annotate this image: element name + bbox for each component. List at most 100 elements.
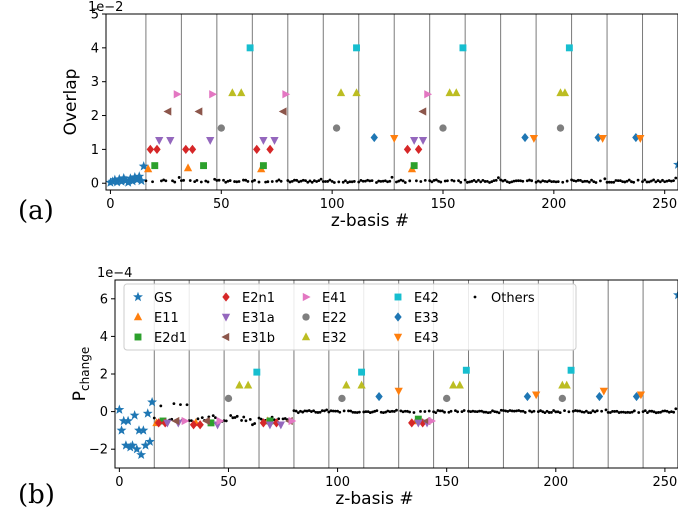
point-e33 bbox=[632, 391, 641, 402]
others-point bbox=[423, 178, 427, 182]
others-point bbox=[641, 410, 645, 414]
others-point bbox=[253, 178, 256, 182]
point-e31a bbox=[410, 137, 419, 145]
others-point bbox=[326, 180, 330, 183]
others-point bbox=[517, 409, 521, 412]
others-point bbox=[613, 410, 617, 413]
others-point bbox=[462, 409, 466, 412]
others-point bbox=[384, 410, 387, 414]
others-point bbox=[229, 414, 233, 417]
point-e43 bbox=[532, 391, 541, 400]
others-point bbox=[630, 410, 634, 414]
others-point bbox=[371, 410, 374, 414]
others-point bbox=[217, 178, 221, 182]
point-e31a bbox=[265, 421, 275, 430]
others-point bbox=[508, 409, 512, 412]
others-point bbox=[512, 179, 516, 183]
others-point bbox=[344, 179, 347, 183]
point-gs bbox=[138, 425, 149, 435]
others-point bbox=[313, 179, 316, 183]
others-point bbox=[521, 409, 525, 413]
others-point bbox=[480, 409, 484, 413]
others-point bbox=[179, 179, 183, 183]
point-gs bbox=[673, 289, 678, 300]
legend-item-e43: E43 bbox=[393, 331, 439, 346]
others-point bbox=[512, 409, 516, 413]
others-point bbox=[305, 409, 309, 413]
point-gs bbox=[114, 173, 125, 184]
others-point bbox=[213, 416, 217, 420]
others-point bbox=[543, 179, 547, 183]
others-point bbox=[641, 180, 644, 183]
others-point bbox=[648, 409, 652, 413]
point-e42 bbox=[567, 366, 575, 374]
point-e42 bbox=[353, 44, 360, 52]
others-point bbox=[392, 410, 396, 413]
point-e2n1 bbox=[146, 144, 155, 154]
series-gs bbox=[105, 159, 678, 187]
x-tick-label: 250 bbox=[652, 475, 677, 490]
others-point bbox=[479, 180, 483, 184]
others-point bbox=[439, 180, 443, 184]
others-point bbox=[519, 409, 523, 413]
others-point bbox=[348, 180, 352, 184]
others-point bbox=[663, 409, 667, 413]
legend-item-e41: E41 bbox=[302, 291, 347, 306]
point-e31a bbox=[213, 421, 222, 430]
others-point bbox=[301, 410, 305, 414]
others-point bbox=[366, 410, 370, 414]
x-tick-label: 150 bbox=[431, 197, 456, 212]
others-point bbox=[408, 410, 411, 414]
others-point bbox=[350, 180, 354, 184]
others-point bbox=[292, 409, 296, 413]
others-point bbox=[317, 179, 321, 183]
others-point bbox=[587, 411, 590, 414]
others-point bbox=[286, 179, 290, 182]
others-point bbox=[532, 409, 536, 413]
others-point bbox=[661, 178, 664, 182]
legend-item-e2d1: E2d1 bbox=[134, 331, 187, 346]
others-point bbox=[215, 179, 219, 182]
point-e31a bbox=[276, 421, 285, 430]
others-point bbox=[534, 180, 538, 184]
point-e22 bbox=[443, 394, 451, 403]
others-point bbox=[626, 410, 630, 414]
others-point bbox=[151, 180, 154, 184]
others-point bbox=[552, 409, 556, 412]
y-tick-label: 2 bbox=[91, 109, 99, 124]
others-point bbox=[576, 409, 580, 413]
others-point bbox=[486, 411, 490, 415]
point-e42 bbox=[253, 368, 261, 376]
legend-label-e31a: E31a bbox=[242, 311, 275, 326]
others-point bbox=[427, 409, 431, 413]
y-tick-label: 0 bbox=[100, 405, 108, 420]
others-point bbox=[328, 178, 332, 182]
point-e31a bbox=[206, 137, 215, 145]
others-point bbox=[257, 416, 261, 420]
legend-item-e42: E42 bbox=[394, 291, 439, 306]
point-e32 bbox=[452, 88, 461, 97]
point-e31b bbox=[194, 107, 203, 116]
point-e41 bbox=[181, 416, 190, 426]
others-point bbox=[561, 180, 565, 184]
others-point bbox=[337, 180, 341, 184]
others-point bbox=[242, 178, 245, 182]
others-point bbox=[233, 180, 236, 183]
others-point bbox=[303, 409, 307, 413]
others-point bbox=[224, 419, 228, 423]
others-point bbox=[652, 178, 656, 182]
point-e2d1 bbox=[151, 162, 159, 170]
others-point bbox=[543, 411, 547, 415]
others-point bbox=[440, 409, 444, 413]
others-point bbox=[594, 181, 598, 184]
point-e41 bbox=[288, 416, 297, 426]
others-point bbox=[495, 410, 499, 414]
series-others bbox=[144, 175, 678, 184]
series-e41 bbox=[181, 416, 437, 426]
series-e22 bbox=[224, 394, 567, 403]
others-point bbox=[277, 178, 281, 182]
others-point bbox=[599, 179, 602, 183]
point-e2d1 bbox=[266, 417, 274, 425]
others-point bbox=[459, 180, 463, 184]
legend-label-gs: GS bbox=[154, 291, 172, 306]
